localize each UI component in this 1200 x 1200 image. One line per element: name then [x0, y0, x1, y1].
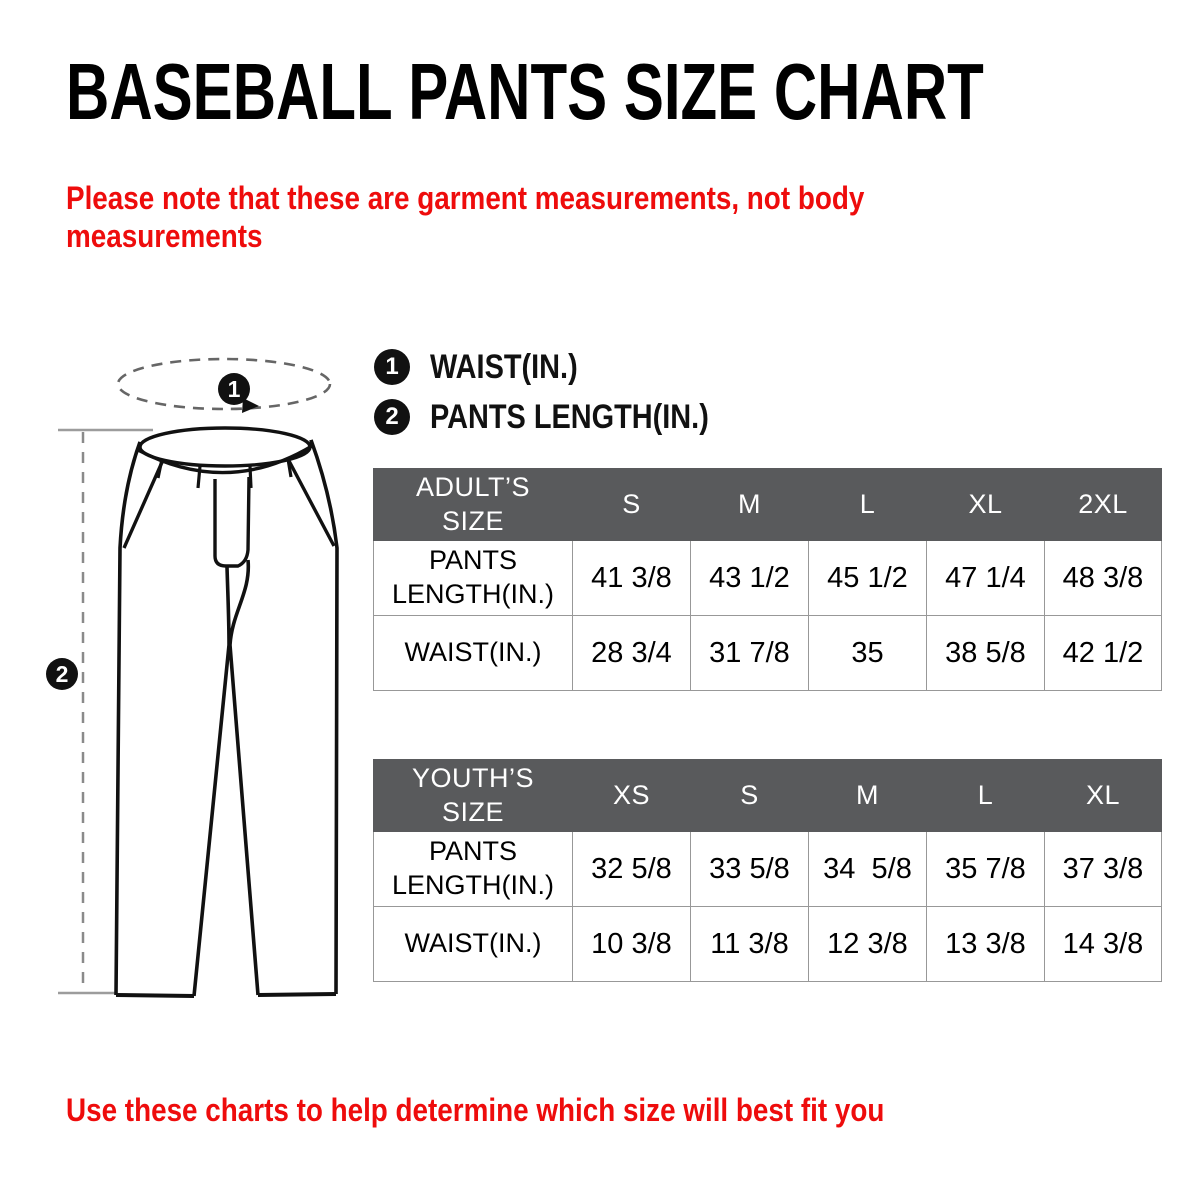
usage-note: Use these charts to help determine which…	[66, 1092, 885, 1128]
legend-label-waist: WAIST(IN.)	[430, 347, 578, 386]
waist-badge: 1	[218, 373, 250, 405]
waist-measure-ellipse	[116, 357, 332, 411]
page-title: BASEBALL PANTS SIZE CHART	[66, 47, 984, 136]
youth-length-label: PANTS LENGTH(IN.)	[373, 831, 573, 907]
adult-waist-l: 35	[808, 615, 927, 691]
youth-table-title: YOUTH’S SIZE	[373, 759, 573, 832]
youth-col-m: M	[808, 759, 927, 832]
adult-col-l: L	[808, 468, 927, 541]
youth-col-xl: XL	[1044, 759, 1162, 832]
adult-waist-m: 31 7/8	[690, 615, 809, 691]
adult-length-l: 45 1/2	[808, 540, 927, 616]
pants-silhouette	[116, 438, 337, 996]
table-row: WAIST(IN.) 28 3/4 31 7/8 35 38 5/8 42 1/…	[373, 615, 1162, 691]
length-badge: 2	[46, 658, 78, 690]
adult-length-2xl: 48 3/8	[1044, 540, 1162, 616]
legend-item-length: 2 PANTS LENGTH(IN.)	[374, 392, 758, 442]
table-row: PANTS LENGTH(IN.) 41 3/8 43 1/2 45 1/2 4…	[373, 540, 1162, 616]
youth-length-l: 35 7/8	[926, 831, 1045, 907]
legend-item-waist: 1 WAIST(IN.)	[374, 342, 758, 392]
adult-waist-xl: 38 5/8	[926, 615, 1045, 691]
svg-text:2: 2	[56, 661, 69, 687]
youth-waist-l: 13 3/8	[926, 906, 1045, 982]
legend-badge-2: 2	[374, 399, 410, 435]
inseams	[192, 559, 260, 997]
adult-length-xl: 47 1/4	[926, 540, 1045, 616]
adult-length-label: PANTS LENGTH(IN.)	[373, 540, 573, 616]
table-row: WAIST(IN.) 10 3/8 11 3/8 12 3/8 13 3/8 1…	[373, 906, 1162, 982]
right-outer-seam	[309, 439, 339, 995]
hems	[115, 992, 337, 998]
adult-col-s: S	[572, 468, 691, 541]
adult-length-m: 43 1/2	[690, 540, 809, 616]
adult-length-s: 41 3/8	[572, 540, 691, 616]
youth-col-s: S	[690, 759, 809, 832]
measurement-legend: 1 WAIST(IN.) 2 PANTS LENGTH(IN.)	[374, 342, 758, 442]
youth-waist-xs: 10 3/8	[572, 906, 691, 982]
adult-waist-s: 28 3/4	[572, 615, 691, 691]
youth-waist-label: WAIST(IN.)	[373, 906, 573, 982]
youth-length-xl: 37 3/8	[1044, 831, 1162, 907]
legend-badge-1: 1	[374, 349, 410, 385]
adult-col-2xl: 2XL	[1044, 468, 1162, 541]
fly-seam	[213, 476, 251, 568]
youth-col-l: L	[926, 759, 1045, 832]
adult-table-title: ADULT’S SIZE	[373, 468, 573, 541]
adult-col-m: M	[690, 468, 809, 541]
youth-waist-s: 11 3/8	[690, 906, 809, 982]
table-row: PANTS LENGTH(IN.) 32 5/8 33 5/8 34 5/8 3…	[373, 831, 1162, 907]
pocket-seams	[122, 458, 336, 549]
youth-waist-xl: 14 3/8	[1044, 906, 1162, 982]
adult-waist-label: WAIST(IN.)	[373, 615, 573, 691]
youth-length-xs: 32 5/8	[572, 831, 691, 907]
youth-waist-m: 12 3/8	[808, 906, 927, 982]
youth-header-row: YOUTH’S SIZE XS S M L XL	[373, 759, 1162, 832]
legend-label-length: PANTS LENGTH(IN.)	[430, 397, 709, 436]
youth-length-m: 34 5/8	[808, 831, 927, 907]
waistband	[136, 439, 314, 475]
waist-arrow-icon	[242, 398, 259, 413]
garment-measurement-note: Please note that these are garment measu…	[66, 180, 865, 254]
svg-text:1: 1	[228, 376, 241, 402]
adult-col-xl: XL	[926, 468, 1045, 541]
adult-header-row: ADULT’S SIZE S M L XL 2XL	[373, 468, 1162, 541]
youth-size-table: YOUTH’S SIZE XS S M L XL PANTS LENGTH(IN…	[373, 759, 1162, 982]
left-outer-seam	[114, 441, 142, 996]
youth-length-s: 33 5/8	[690, 831, 809, 907]
pants-diagram: 1 2	[46, 357, 339, 998]
adult-size-table: ADULT’S SIZE S M L XL 2XL PANTS LENGTH(I…	[373, 468, 1162, 691]
youth-col-xs: XS	[572, 759, 691, 832]
adult-waist-2xl: 42 1/2	[1044, 615, 1162, 691]
